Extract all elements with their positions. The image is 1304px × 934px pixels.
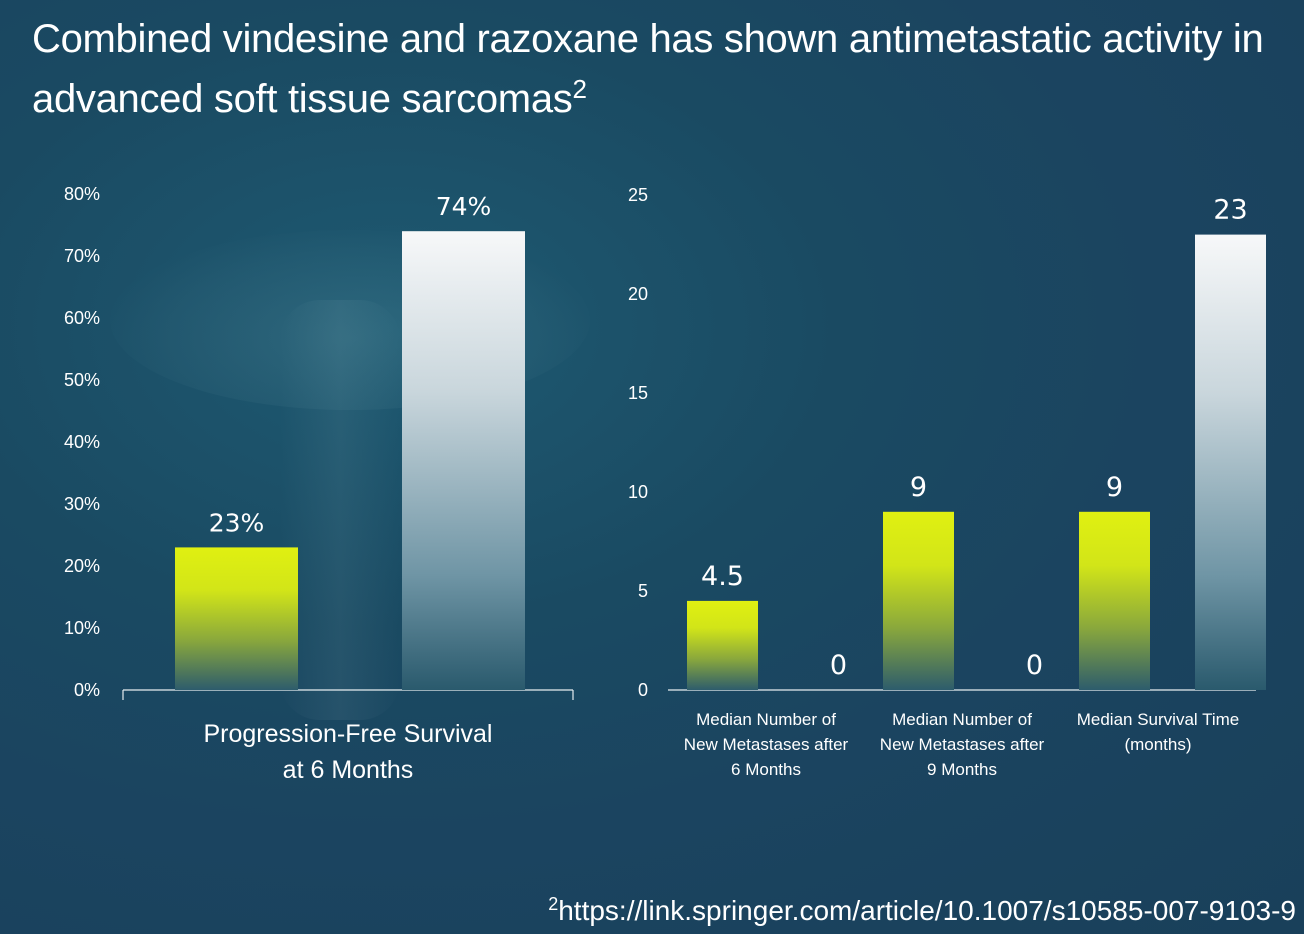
data-label: 4.5 <box>701 561 744 592</box>
y-tick-label: 30% <box>64 494 100 514</box>
bar <box>175 547 298 690</box>
y-tick-label: 5 <box>638 581 648 601</box>
data-label: 9 <box>1106 472 1123 503</box>
footnote-link[interactable]: https://link.springer.com/article/10.100… <box>558 895 1296 926</box>
category-label: Median Survival Time (months) <box>1077 710 1240 754</box>
bar <box>883 511 954 690</box>
slide-title: Combined vindesine and razoxane has show… <box>32 14 1282 124</box>
y-tick-label: 15 <box>628 383 648 403</box>
y-tick-label: 25 <box>628 185 648 205</box>
footnote: 2https://link.springer.com/article/10.10… <box>548 887 1296 928</box>
data-label: 9 <box>910 472 927 503</box>
bar <box>1195 234 1266 690</box>
background-mushroom-stem <box>280 300 400 720</box>
y-tick-label: 20 <box>628 284 648 304</box>
y-tick-label: 0 <box>638 680 648 700</box>
title-reference: 2 <box>572 74 587 104</box>
category-label: Median Number of New Metastases after 9 Mo… <box>880 710 1045 779</box>
category-label: Progression-Free Survival at 6 Months <box>204 720 493 784</box>
data-label: 23% <box>209 508 265 537</box>
y-tick-label: 80% <box>64 184 100 204</box>
y-tick-label: 0% <box>74 680 100 700</box>
y-tick-label: 40% <box>64 432 100 452</box>
bar <box>402 231 525 690</box>
footnote-reference: 2 <box>548 894 559 914</box>
bar <box>1079 511 1150 690</box>
category-label: Median Number of New Metastases after 6 Mo… <box>684 710 849 779</box>
y-tick-label: 20% <box>64 556 100 576</box>
y-tick-label: 70% <box>64 246 100 266</box>
data-label: 23 <box>1213 195 1247 226</box>
y-tick-label: 10 <box>628 482 648 502</box>
y-tick-label: 10% <box>64 618 100 638</box>
title-text: Combined vindesine and razoxane has show… <box>32 17 1264 121</box>
bar <box>687 600 758 690</box>
y-tick-label: 50% <box>64 370 100 390</box>
y-tick-label: 60% <box>64 308 100 328</box>
data-label: 0 <box>1026 650 1043 681</box>
data-label: 74% <box>436 192 492 221</box>
data-label: 0 <box>830 650 847 681</box>
